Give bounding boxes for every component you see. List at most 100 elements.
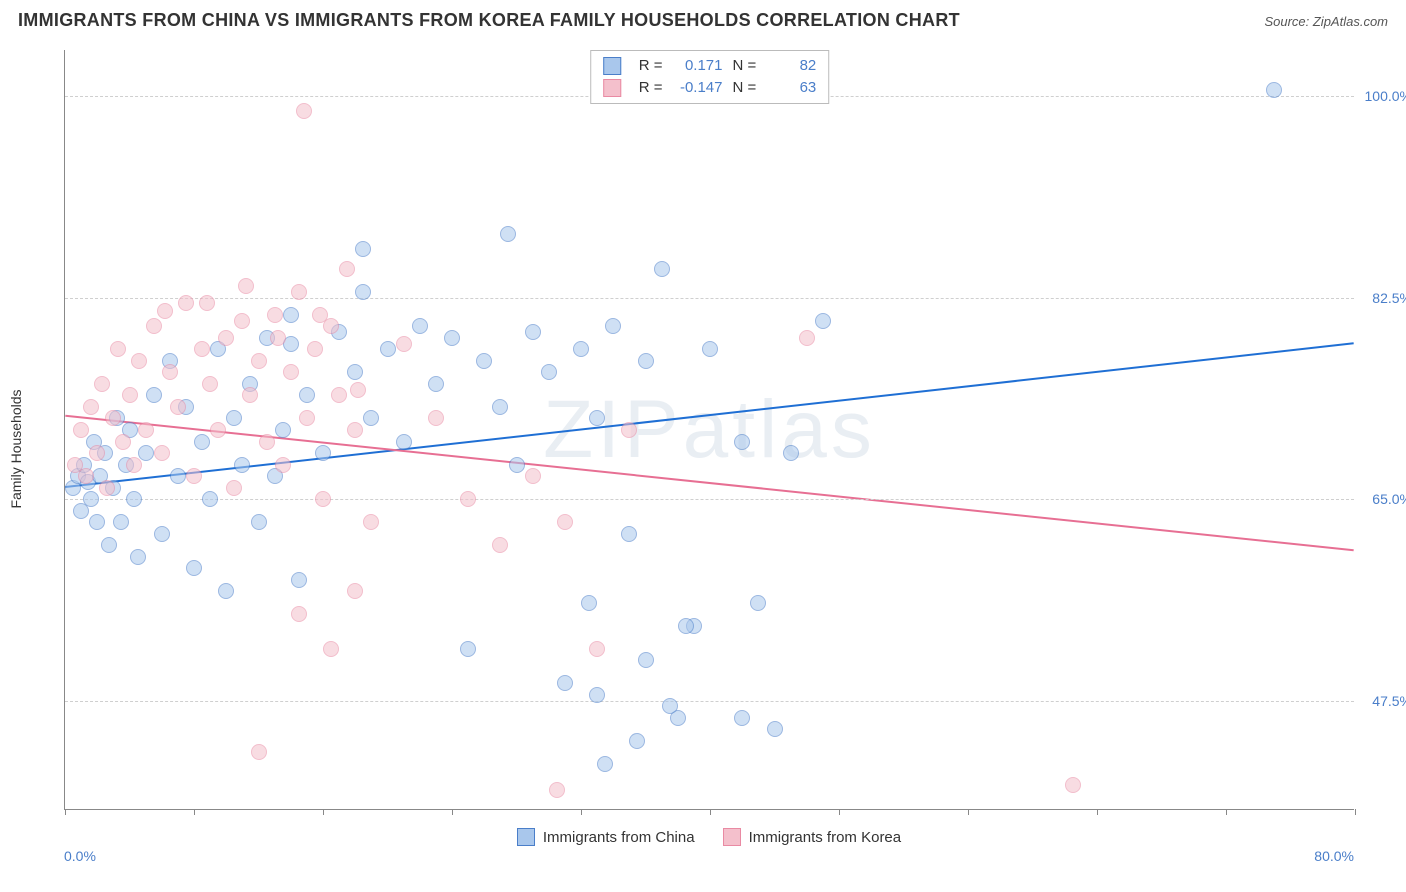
scatter-point <box>734 434 750 450</box>
scatter-point <box>83 491 99 507</box>
scatter-point <box>113 514 129 530</box>
scatter-point <box>186 560 202 576</box>
scatter-point <box>444 330 460 346</box>
scatter-point <box>678 618 694 634</box>
scatter-point <box>460 491 476 507</box>
legend-item: Immigrants from Korea <box>723 828 902 846</box>
scatter-point <box>799 330 815 346</box>
scatter-point <box>428 410 444 426</box>
x-tick <box>1226 809 1227 815</box>
scatter-point <box>251 744 267 760</box>
stat-n-value: 63 <box>766 77 816 99</box>
scatter-point <box>122 387 138 403</box>
chart-title: IMMIGRANTS FROM CHINA VS IMMIGRANTS FROM… <box>18 10 960 31</box>
scatter-point <box>509 457 525 473</box>
stat-label: N = <box>733 55 757 77</box>
gridline-h <box>65 499 1354 500</box>
scatter-point <box>291 572 307 588</box>
scatter-point <box>275 457 291 473</box>
y-tick-label: 47.5% <box>1372 693 1406 709</box>
stat-r-value: 0.171 <box>673 55 723 77</box>
gridline-h <box>65 701 1354 702</box>
scatter-point <box>194 341 210 357</box>
scatter-point <box>315 445 331 461</box>
scatter-point <box>396 336 412 352</box>
legend-label: Immigrants from Korea <box>749 829 902 846</box>
scatter-point <box>331 387 347 403</box>
watermark: ZIPatlas <box>543 383 876 477</box>
scatter-point <box>162 364 178 380</box>
scatter-point <box>363 514 379 530</box>
legend-swatch <box>517 828 535 846</box>
scatter-point <box>226 410 242 426</box>
scatter-point <box>589 641 605 657</box>
scatter-point <box>94 376 110 392</box>
scatter-point <box>83 399 99 415</box>
scatter-point <box>621 422 637 438</box>
y-tick-label: 100.0% <box>1365 88 1406 104</box>
scatter-point <box>1266 82 1282 98</box>
scatter-point <box>299 410 315 426</box>
x-tick <box>839 809 840 815</box>
scatter-point <box>73 422 89 438</box>
scatter-point <box>307 341 323 357</box>
scatter-point <box>226 480 242 496</box>
x-tick <box>65 809 66 815</box>
scatter-point <box>525 324 541 340</box>
scatter-point <box>194 434 210 450</box>
legend-item: Immigrants from China <box>517 828 695 846</box>
scatter-point <box>283 364 299 380</box>
x-tick <box>710 809 711 815</box>
scatter-point <box>347 583 363 599</box>
scatter-point <box>557 514 573 530</box>
scatter-point <box>242 387 258 403</box>
stats-legend-row: R =-0.147N =63 <box>603 77 817 99</box>
scatter-point <box>89 514 105 530</box>
scatter-point <box>234 457 250 473</box>
scatter-point <box>492 399 508 415</box>
scatter-point <box>299 387 315 403</box>
stat-r-value: -0.147 <box>673 77 723 99</box>
scatter-point <box>589 687 605 703</box>
x-tick <box>968 809 969 815</box>
y-tick-label: 82.5% <box>1372 290 1406 306</box>
scatter-point <box>138 422 154 438</box>
scatter-point <box>380 341 396 357</box>
x-max-label: 80.0% <box>1314 848 1354 864</box>
scatter-point <box>573 341 589 357</box>
stats-legend-row: R =0.171N =82 <box>603 55 817 77</box>
scatter-point <box>350 382 366 398</box>
stats-legend: R =0.171N =82R =-0.147N =63 <box>590 50 830 104</box>
scatter-point <box>283 307 299 323</box>
scatter-point <box>234 313 250 329</box>
scatter-point <box>99 480 115 496</box>
scatter-point <box>355 284 371 300</box>
stat-label: R = <box>639 77 663 99</box>
scatter-point <box>101 537 117 553</box>
scatter-point <box>312 307 328 323</box>
scatter-point <box>702 341 718 357</box>
x-tick <box>581 809 582 815</box>
scatter-point <box>130 549 146 565</box>
scatter-point <box>259 434 275 450</box>
x-tick <box>194 809 195 815</box>
scatter-point <box>199 295 215 311</box>
scatter-point <box>750 595 766 611</box>
x-min-label: 0.0% <box>64 848 96 864</box>
scatter-point <box>131 353 147 369</box>
scatter-point <box>323 318 339 334</box>
stat-n-value: 82 <box>766 55 816 77</box>
scatter-point <box>146 318 162 334</box>
scatter-point <box>291 606 307 622</box>
legend-swatch <box>723 828 741 846</box>
scatter-point <box>412 318 428 334</box>
x-tick <box>1097 809 1098 815</box>
scatter-point <box>126 457 142 473</box>
scatter-point <box>347 364 363 380</box>
bottom-legend: Immigrants from China Immigrants from Kor… <box>64 828 1354 850</box>
scatter-point <box>476 353 492 369</box>
scatter-point <box>218 583 234 599</box>
scatter-point <box>500 226 516 242</box>
scatter-point <box>339 261 355 277</box>
scatter-point <box>251 514 267 530</box>
